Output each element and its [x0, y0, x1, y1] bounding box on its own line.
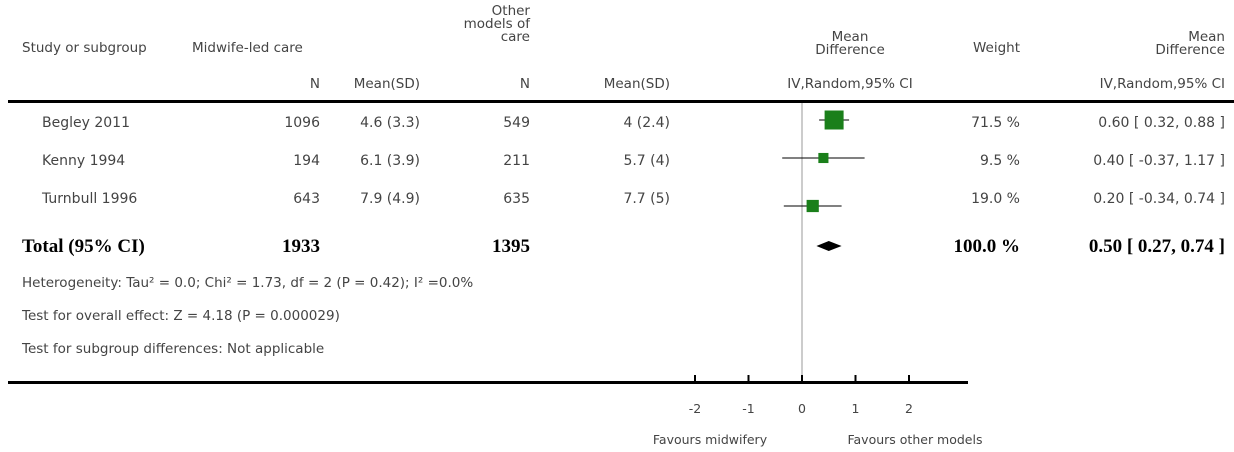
mean-sd2-value: 7.7 (5) [623, 191, 670, 207]
header-group2-line1: Other [491, 3, 530, 19]
study-marker [818, 152, 829, 164]
total-weight: 100.0 % [953, 236, 1021, 257]
favours-right-label: Favours other models [847, 432, 983, 447]
header-weight: Weight [972, 40, 1020, 56]
total-n2: 1395 [492, 236, 530, 257]
favours-left-label: Favours midwifery [652, 432, 768, 447]
total-label: Total (95% CI) [22, 236, 145, 257]
x-tick-label: 0 [798, 401, 806, 416]
mean-sd1-value: 6.1 (3.9) [360, 153, 420, 169]
study-name: Turnbull 1996 [42, 191, 138, 207]
n2-value: 211 [503, 153, 530, 169]
header-ci-line1: Mean [1188, 29, 1225, 45]
ci-value: 0.60 [ 0.32, 0.88 ] [1098, 115, 1225, 131]
top-rule [8, 100, 1234, 103]
bottom-rule [8, 381, 968, 384]
header-group2-line3: care [500, 29, 530, 45]
header-effect-line1: Mean [831, 29, 869, 45]
weight-value: 19.0 % [971, 191, 1020, 207]
header-group1: Midwife-led care [192, 40, 303, 56]
study-marker [806, 199, 819, 213]
header-study-col: Study or subgroup [22, 40, 147, 56]
ci-value: 0.40 [ -0.37, 1.17 ] [1093, 153, 1225, 169]
heterogeneity-note: Heterogeneity: Tau² = 0.0; Chi² = 1.73, … [22, 275, 474, 291]
header-n2: N [519, 76, 530, 92]
header-method2: IV,Random,95% CI [1099, 76, 1225, 92]
header-n1: N [309, 76, 320, 92]
weight-value: 71.5 % [971, 115, 1020, 131]
x-tick-label: -1 [742, 401, 754, 416]
mean-sd2-value: 5.7 (4) [623, 153, 670, 169]
mean-sd2-value: 4 (2.4) [623, 115, 670, 131]
mean-sd1-value: 7.9 (4.9) [360, 191, 420, 207]
overall-effect-note: Test for overall effect: Z = 4.18 (P = 0… [22, 308, 340, 324]
x-tick-label: -2 [689, 401, 701, 416]
x-tick-label: 1 [852, 401, 860, 416]
x-tick-label: 2 [905, 401, 913, 416]
pooled-diamond [816, 241, 842, 251]
weight-value: 9.5 % [979, 153, 1020, 169]
study-marker [824, 110, 844, 130]
n1-value: 194 [293, 153, 320, 169]
header-ci-line2: Difference [1155, 42, 1225, 58]
header-method: IV,Random,95% CI [787, 76, 913, 92]
study-name: Kenny 1994 [42, 153, 126, 169]
subgroup-note: Test for subgroup differences: Not appli… [22, 341, 325, 357]
header-mean2: Mean(SD) [603, 76, 670, 92]
total-ci: 0.50 [ 0.27, 0.74 ] [1088, 236, 1225, 257]
n2-value: 549 [503, 115, 530, 131]
total-n1: 1933 [282, 236, 320, 257]
n1-value: 1096 [284, 115, 320, 131]
ci-value: 0.20 [ -0.34, 0.74 ] [1093, 191, 1225, 207]
n2-value: 635 [503, 191, 530, 207]
header-group2-line2: models of [463, 16, 530, 32]
header-mean1: Mean(SD) [353, 76, 420, 92]
header-effect-line2: Difference [815, 42, 885, 58]
study-name: Begley 2011 [42, 115, 130, 131]
mean-sd1-value: 4.6 (3.3) [360, 115, 420, 131]
n1-value: 643 [293, 191, 320, 207]
